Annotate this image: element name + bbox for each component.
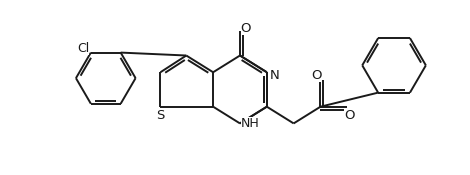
Text: S: S [156,109,164,122]
Text: O: O [344,109,354,122]
Text: Cl: Cl [77,42,89,55]
Text: NH: NH [241,117,259,130]
Text: N: N [270,69,280,82]
Text: O: O [241,22,251,36]
Text: O: O [311,69,322,82]
